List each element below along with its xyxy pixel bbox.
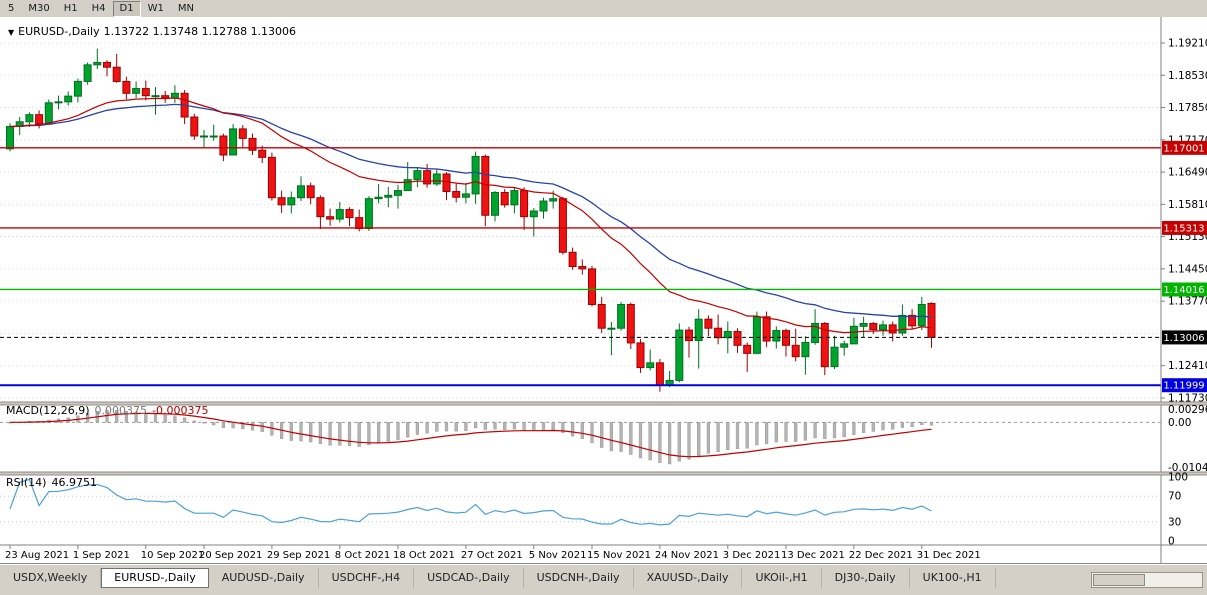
timeframe-button-MN[interactable]: MN [171,1,201,17]
tab-usdx-weekly[interactable]: USDX,Weekly [0,568,102,588]
timeframe-button-D1[interactable]: D1 [112,0,141,17]
tab-audusd-daily[interactable]: AUDUSD-,Daily [209,568,319,588]
svg-text:8 Oct 2021: 8 Oct 2021 [335,550,390,561]
svg-text:3 Dec 2021: 3 Dec 2021 [723,550,781,561]
svg-text:1.19210: 1.19210 [1168,38,1207,50]
rsi-title: RSI(14) [6,476,47,489]
timeframe-button-H1[interactable]: H1 [57,1,85,17]
svg-text:18 Oct 2021: 18 Oct 2021 [393,550,455,561]
svg-text:23 Aug 2021: 23 Aug 2021 [5,550,69,561]
timeframe-toolbar: 5 M30 H1 H4 D1 W1 MN [0,0,1207,18]
svg-text:0.002966: 0.002966 [1168,404,1207,416]
macd-title: MACD(12,26,9) [6,404,90,417]
svg-text:100: 100 [1168,472,1188,484]
svg-text:27 Oct 2021: 27 Oct 2021 [461,550,523,561]
tab-uk100-h1[interactable]: UK100-,H1 [910,568,996,588]
svg-text:0: 0 [1168,536,1175,548]
svg-text:1.14016: 1.14016 [1163,285,1204,296]
svg-text:1.13770: 1.13770 [1168,296,1207,308]
tab-dj30-daily[interactable]: DJ30-,Daily [822,568,910,588]
svg-text:13 Dec 2021: 13 Dec 2021 [781,550,845,561]
chart-title: ▼ EURUSD-,Daily 1.13722 1.13748 1.12788 1.… [8,25,300,38]
svg-text:0.00: 0.00 [1168,417,1191,429]
svg-text:29 Sep 2021: 29 Sep 2021 [267,550,330,561]
rsi-indicator-label: RSI(14) 46.9751 [6,476,102,489]
symbol-expander-icon[interactable]: ▼ [8,28,15,37]
svg-text:1.11730: 1.11730 [1168,392,1207,404]
timeframe-button-M30[interactable]: M30 [21,1,56,17]
svg-text:1.11999: 1.11999 [1163,381,1204,392]
svg-text:20 Sep 2021: 20 Sep 2021 [199,550,262,561]
svg-text:15 Nov 2021: 15 Nov 2021 [587,550,651,561]
timeframe-button-5[interactable]: 5 [1,1,21,17]
tab-usdcad-daily[interactable]: USDCAD-,Daily [414,568,524,588]
svg-text:1.15313: 1.15313 [1163,223,1204,234]
svg-text:1.17850: 1.17850 [1168,102,1207,114]
svg-text:30: 30 [1168,516,1181,528]
svg-text:1 Sep 2021: 1 Sep 2021 [73,550,130,561]
svg-text:1.12410: 1.12410 [1168,360,1207,372]
timeframe-button-H4[interactable]: H4 [85,1,113,17]
svg-text:10 Sep 2021: 10 Sep 2021 [141,550,204,561]
tab-xauusd-daily[interactable]: XAUUSD-,Daily [634,568,743,588]
macd-signal-value: -0.000375 [152,404,209,417]
svg-text:-0.01042: -0.01042 [1168,462,1207,474]
chart-symbol-label: EURUSD-,Daily [18,25,100,38]
svg-text:1.18530: 1.18530 [1168,70,1207,82]
timeframe-button-W1[interactable]: W1 [141,1,171,17]
tab-usdcnh-daily[interactable]: USDCNH-,Daily [524,568,634,588]
rsi-value: 46.9751 [51,476,97,489]
svg-text:22 Dec 2021: 22 Dec 2021 [849,550,913,561]
svg-text:5 Nov 2021: 5 Nov 2021 [529,550,587,561]
tab-ukoil-h1[interactable]: UKOil-,H1 [742,568,822,588]
svg-text:1.13006: 1.13006 [1163,333,1204,344]
chart-tabs: USDX,Weekly EURUSD-,Daily AUDUSD-,Daily USD… [0,563,1207,595]
svg-text:1.14450: 1.14450 [1168,263,1207,275]
chart-ohlc-values: 1.13722 1.13748 1.12788 1.13006 [103,25,297,38]
tabbar-scrollbar-thumb[interactable] [1093,574,1145,586]
macd-indicator-label: MACD(12,26,9) 0.000375 -0.000375 [6,404,214,417]
svg-text:1.17001: 1.17001 [1163,143,1204,154]
tabbar-scrollbar[interactable] [1091,572,1203,588]
svg-text:1.15810: 1.15810 [1168,199,1207,211]
macd-main-value: 0.000375 [94,404,148,417]
tab-usdchf-h4[interactable]: USDCHF-,H4 [319,568,415,588]
svg-text:24 Nov 2021: 24 Nov 2021 [655,550,719,561]
price-chart-canvas[interactable]: 1.192101.185301.178501.171701.164901.158… [0,17,1207,563]
svg-text:1.16490: 1.16490 [1168,167,1207,179]
svg-text:70: 70 [1168,491,1181,503]
tab-eurusd-daily[interactable]: EURUSD-,Daily [101,568,209,588]
svg-text:31 Dec 2021: 31 Dec 2021 [917,550,981,561]
